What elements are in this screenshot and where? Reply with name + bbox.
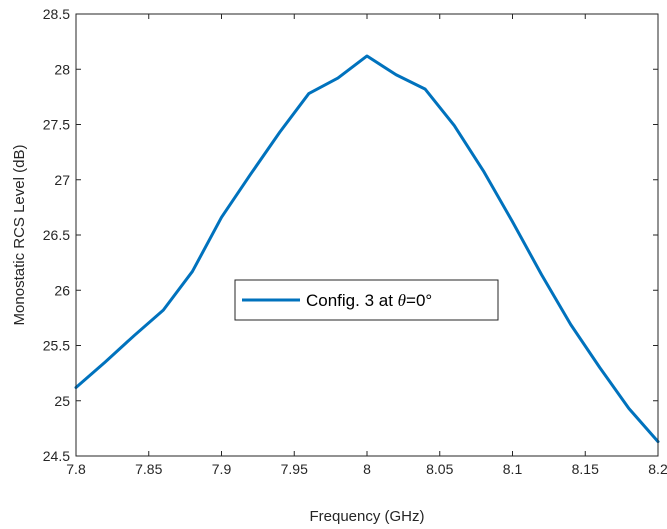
y-tick-label: 28	[54, 61, 70, 77]
y-tick-label: 26	[54, 282, 70, 298]
x-axis-label: Frequency (GHz)	[309, 508, 424, 525]
y-tick-label: 25	[54, 393, 70, 409]
x-tick-label: 8.1	[503, 461, 523, 477]
x-tick-label: 8.05	[426, 461, 453, 477]
y-tick-label: 26.5	[43, 227, 70, 243]
y-tick-label: 24.5	[43, 448, 70, 464]
legend-label-prefix: Config. 3 at	[306, 291, 398, 310]
y-axis-label: Monostatic RCS Level (dB)	[11, 145, 28, 326]
y-tick-label: 27	[54, 172, 70, 188]
y-tick-label: 27.5	[43, 117, 70, 133]
legend-label-theta: θ	[398, 291, 406, 310]
x-tick-label: 7.95	[281, 461, 308, 477]
x-tick-label: 8.15	[572, 461, 599, 477]
legend-label-suffix: =0°	[406, 291, 432, 310]
x-tick-label: 8	[363, 461, 371, 477]
x-tick-label: 8.2	[648, 461, 667, 477]
legend-label: Config. 3 at θ=0°	[306, 291, 432, 310]
y-tick-label: 25.5	[43, 338, 70, 354]
x-tick-label: 7.9	[212, 461, 232, 477]
legend: Config. 3 at θ=0°	[235, 280, 498, 320]
y-tick-label: 28.5	[43, 6, 70, 22]
plot-area	[76, 14, 658, 456]
x-tick-label: 7.85	[135, 461, 162, 477]
